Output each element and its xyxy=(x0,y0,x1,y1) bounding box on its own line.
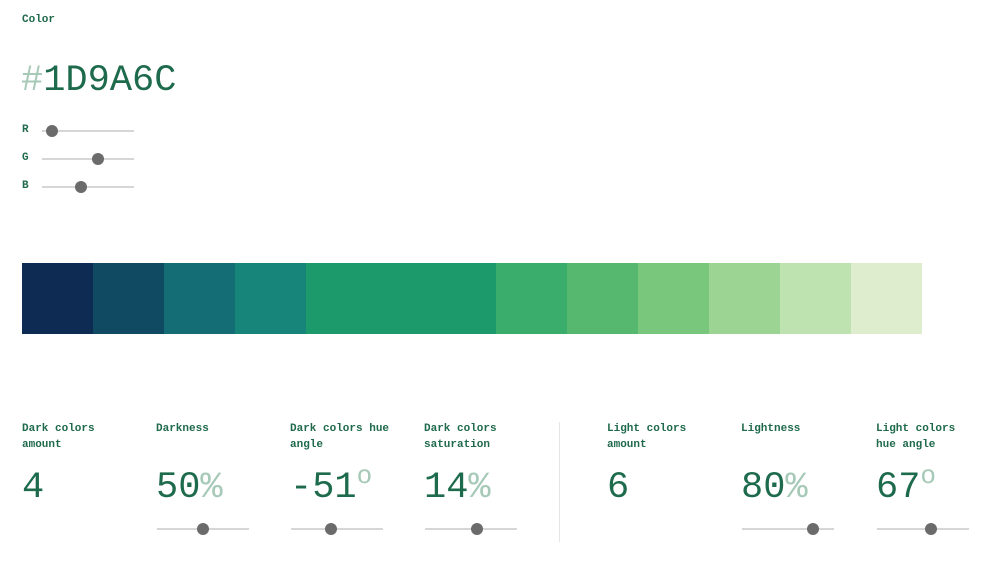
hex-value[interactable]: #1D9A6C xyxy=(21,60,176,102)
control-label-lightness: Lightness xyxy=(741,423,801,435)
swatch[interactable] xyxy=(638,263,709,334)
control-value-darkness[interactable]: 50% xyxy=(156,467,223,509)
swatch[interactable] xyxy=(851,263,922,334)
control-value-dark-colors-amount[interactable]: 4 xyxy=(22,467,44,509)
control-lightness: Lightness 80% xyxy=(741,421,861,535)
rgb-label-r: R xyxy=(22,124,29,136)
control-slider-light-colors-hue-angle[interactable] xyxy=(877,523,969,535)
control-value-light-colors-amount[interactable]: 6 xyxy=(607,467,629,509)
control-value-dark-colors-hue-angle[interactable]: -51o xyxy=(290,461,372,509)
rgb-slider-r[interactable] xyxy=(42,125,134,137)
swatch-base[interactable] xyxy=(306,263,496,334)
swatch[interactable] xyxy=(780,263,851,334)
control-number-dark-colors-saturation: 14 xyxy=(424,467,469,509)
hex-code: 1D9A6C xyxy=(43,60,177,102)
control-number-light-colors-amount: 6 xyxy=(607,467,630,509)
control-slider-thumb-light-colors-hue-angle[interactable] xyxy=(925,523,938,535)
rgb-slider-b[interactable] xyxy=(42,181,134,193)
control-slider-thumb-lightness[interactable] xyxy=(806,523,819,535)
control-number-dark-colors-amount: 4 xyxy=(22,467,45,509)
swatch[interactable] xyxy=(235,263,306,334)
rgb-slider-g[interactable] xyxy=(42,153,134,165)
rgb-row-r: R xyxy=(22,124,142,138)
control-dark-colors-hue-angle: Dark colors hue angle -51o xyxy=(290,421,410,535)
rgb-slider-thumb-r[interactable] xyxy=(46,125,59,137)
swatch[interactable] xyxy=(709,263,780,334)
swatch[interactable] xyxy=(496,263,567,334)
rgb-slider-thumb-b[interactable] xyxy=(74,181,87,193)
control-darkness: Darkness 50% xyxy=(156,421,276,535)
control-slider-darkness[interactable] xyxy=(157,523,249,535)
control-label-light-colors-amount: Light colors amount xyxy=(607,423,687,451)
control-number-lightness: 80 xyxy=(741,467,786,509)
control-light-colors-amount: Light colors amount 6 xyxy=(607,421,727,509)
control-value-lightness[interactable]: 80% xyxy=(741,467,808,509)
control-unit-lightness: % xyxy=(785,467,808,509)
control-number-dark-colors-hue-angle: -51 xyxy=(290,467,357,509)
control-slider-lightness[interactable] xyxy=(742,523,834,535)
section-divider xyxy=(559,422,560,542)
control-unit-dark-colors-saturation: % xyxy=(468,467,491,509)
control-slider-thumb-darkness[interactable] xyxy=(197,523,209,535)
hex-hash: # xyxy=(21,60,44,102)
control-light-colors-hue-angle: Light colors hue angle 67o xyxy=(876,421,996,535)
control-slider-thumb-dark-colors-saturation[interactable] xyxy=(471,523,484,535)
rgb-label-g: G xyxy=(22,152,29,164)
control-label-dark-colors-hue-angle: Dark colors hue angle xyxy=(290,423,390,451)
swatch[interactable] xyxy=(567,263,638,334)
control-number-darkness: 50 xyxy=(156,467,201,509)
control-slider-thumb-dark-colors-hue-angle[interactable] xyxy=(324,523,337,535)
control-label-dark-colors-amount: Dark colors amount xyxy=(22,423,95,451)
control-value-dark-colors-saturation[interactable]: 14% xyxy=(424,467,491,509)
control-dark-colors-saturation: Dark colors saturation 14% xyxy=(424,421,544,535)
control-label-dark-colors-saturation: Dark colors saturation xyxy=(424,423,497,451)
control-number-light-colors-hue-angle: 67 xyxy=(876,467,921,509)
control-slider-dark-colors-hue-angle[interactable] xyxy=(291,523,383,535)
control-value-light-colors-hue-angle[interactable]: 67o xyxy=(876,461,936,509)
rgb-label-b: B xyxy=(22,180,29,192)
color-label: Color xyxy=(22,14,56,26)
rgb-slider-thumb-g[interactable] xyxy=(91,153,104,165)
rgb-row-g: G xyxy=(22,152,142,166)
control-unit-light-colors-hue-angle: o xyxy=(920,461,937,491)
palette-swatches xyxy=(22,263,922,334)
swatch[interactable] xyxy=(164,263,235,334)
control-label-light-colors-hue-angle: Light colors hue angle xyxy=(876,423,956,451)
swatch[interactable] xyxy=(93,263,164,334)
rgb-row-b: B xyxy=(22,180,142,194)
swatch[interactable] xyxy=(22,263,93,334)
control-unit-dark-colors-hue-angle: o xyxy=(356,461,373,491)
control-dark-colors-amount: Dark colors amount 4 xyxy=(22,421,142,509)
control-label-darkness: Darkness xyxy=(156,423,209,435)
control-slider-dark-colors-saturation[interactable] xyxy=(425,523,517,535)
control-unit-darkness: % xyxy=(200,467,223,509)
